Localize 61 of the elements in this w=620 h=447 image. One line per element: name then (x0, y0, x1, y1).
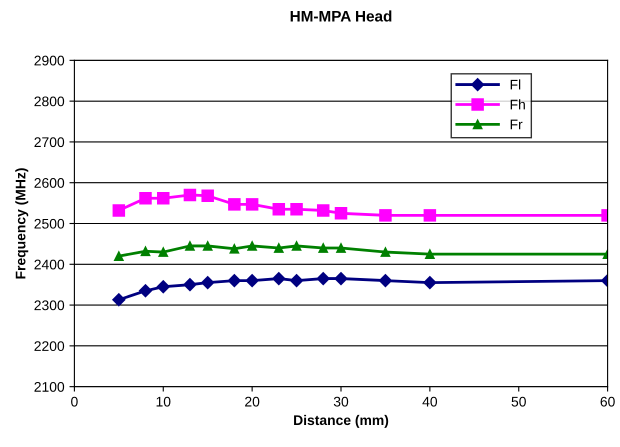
point (247, 241, 257, 251)
point (318, 243, 328, 253)
point (424, 209, 436, 222)
point (290, 202, 303, 216)
point (246, 274, 259, 288)
point (292, 241, 302, 251)
point (334, 272, 348, 286)
point (201, 190, 214, 202)
point (380, 247, 390, 257)
point (138, 284, 152, 298)
y-tick-label: 2100 (34, 382, 64, 392)
point (230, 244, 240, 254)
point (114, 251, 124, 261)
point (423, 276, 436, 290)
point (156, 280, 170, 294)
y-tick-label: 2500 (34, 218, 64, 229)
point (379, 209, 392, 222)
x-axis-title: Distance (mm) (294, 414, 388, 428)
point (185, 241, 195, 251)
point (112, 204, 126, 217)
y-tick-label: 2200 (34, 341, 64, 352)
point (274, 243, 284, 253)
point (246, 198, 258, 211)
point (425, 249, 435, 259)
x-tick-label: 10 (156, 396, 170, 407)
point (272, 272, 286, 286)
y-tick-label: 2300 (34, 300, 64, 310)
x-tick-label: 20 (245, 396, 260, 407)
point (228, 198, 241, 211)
point (290, 274, 304, 288)
legend-label: Fl (510, 79, 520, 90)
point (158, 247, 168, 257)
point (139, 192, 152, 204)
point (316, 272, 330, 286)
point (316, 204, 330, 217)
x-tick-label: 60 (600, 396, 615, 407)
x-tick-label: 0 (71, 396, 78, 407)
point (334, 207, 348, 220)
point (112, 293, 126, 306)
legend-label: Fh (510, 99, 525, 110)
x-tick-label: 50 (512, 396, 526, 407)
x-tick-label: 30 (334, 396, 348, 407)
y-tick-label: 2900 (34, 56, 64, 66)
point (140, 246, 150, 256)
y-tick-label: 2700 (34, 137, 64, 148)
point (336, 243, 346, 253)
legend-label: Fr (510, 120, 522, 130)
y-tick-label: 2400 (34, 260, 64, 270)
chart-title: HM-MPA Head (290, 10, 392, 22)
point (202, 241, 213, 251)
y-tick-label: 2800 (34, 96, 64, 106)
point (228, 274, 241, 288)
point (272, 202, 286, 216)
y-axis-title: Frequency (MHz) (15, 168, 28, 279)
point (183, 278, 197, 292)
x-tick-label: 40 (422, 396, 438, 407)
point (201, 276, 214, 290)
y-tick-label: 2600 (34, 178, 64, 188)
point (157, 192, 170, 204)
point (184, 188, 196, 202)
point (378, 274, 392, 288)
